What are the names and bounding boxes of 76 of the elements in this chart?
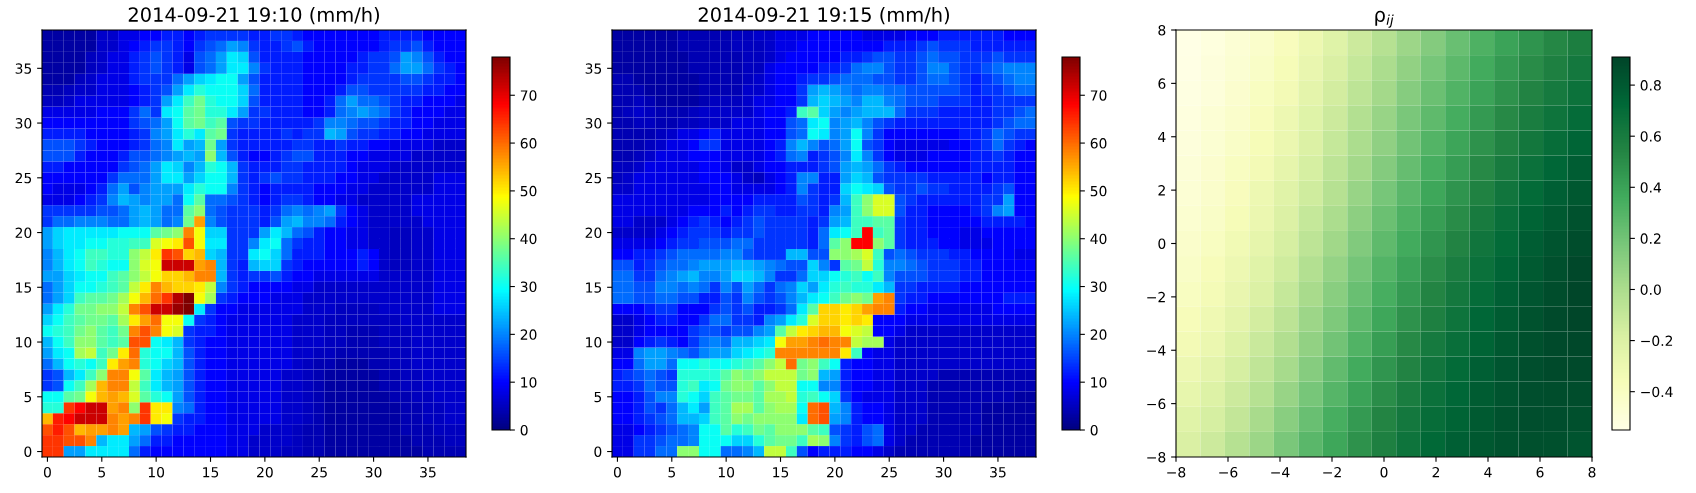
y-tick-label: 6 — [1158, 78, 1166, 89]
y-tick-label: 25 — [585, 172, 602, 184]
color-bar-label: −0.2 — [1641, 335, 1673, 347]
y-tick-label: 30 — [585, 118, 602, 129]
color-bar-label: 20 — [1090, 329, 1107, 340]
x-tick-label: 20 — [827, 466, 843, 478]
x-tick-label: 15 — [773, 467, 789, 478]
y-tick-label: 20 — [15, 227, 32, 239]
x-tick-label: 20 — [257, 466, 273, 478]
y-tick-label: −8 — [1147, 451, 1166, 463]
chart-title: 2014-09-21 19:10 (mm/h) — [128, 6, 379, 25]
color-bar-label: 30 — [1090, 281, 1107, 293]
y-tick-label: 20 — [585, 227, 602, 239]
y-tick-label: −6 — [1147, 398, 1166, 410]
color-bar-label: 70 — [520, 90, 537, 101]
y-tick-label: 0 — [1158, 238, 1166, 249]
color-bar-label: 0.6 — [1640, 131, 1661, 142]
chart-title: 2014-09-21 19:15 (mm/h) — [698, 6, 949, 25]
x-tick-label: 0 — [613, 466, 621, 478]
color-bar-label: 0.2 — [1640, 233, 1661, 244]
x-tick-label: 0 — [1380, 466, 1388, 478]
color-bar-label: 60 — [1090, 138, 1107, 149]
color-bar-label: 0.0 — [1640, 284, 1661, 295]
y-tick-label: 10 — [586, 337, 602, 348]
color-bar-label: −0.4 — [1641, 386, 1673, 398]
color-bar-label: 50 — [1090, 185, 1107, 197]
color-bar-label: 0 — [1090, 424, 1098, 436]
x-tick-label: 0 — [43, 466, 51, 478]
y-tick-label: 35 — [15, 63, 32, 74]
x-tick-label: 10 — [148, 466, 165, 478]
x-tick-label: 8 — [1588, 466, 1596, 478]
y-tick-label: 10 — [16, 337, 32, 348]
x-tick-label: 6 — [1536, 466, 1544, 478]
x-tick-label: 30 — [365, 466, 382, 478]
color-bar-label: 40 — [520, 233, 537, 245]
y-tick-label: −2 — [1147, 291, 1165, 303]
x-tick-label: 4 — [1484, 467, 1492, 478]
x-tick-label: −4 — [1271, 467, 1290, 478]
color-bar-label: 40 — [1090, 233, 1107, 245]
x-tick-label: 30 — [935, 466, 952, 478]
color-bar-label: 30 — [520, 281, 537, 293]
y-tick-label: 2 — [1158, 185, 1165, 196]
color-bar-label: 70 — [1090, 90, 1107, 101]
color-bar-label: 10 — [1091, 377, 1107, 388]
y-tick-label: 5 — [24, 391, 32, 403]
y-tick-label: 4 — [1158, 131, 1166, 143]
y-tick-label: 30 — [15, 118, 32, 129]
color-bar-label: 20 — [520, 329, 537, 340]
color-bar-label: 0 — [520, 424, 528, 436]
x-tick-label: 35 — [990, 466, 1006, 478]
y-tick-label: 25 — [15, 172, 32, 184]
color-bar-label: 50 — [520, 185, 537, 197]
x-tick-label: −6 — [1219, 466, 1238, 478]
y-tick-label: 15 — [586, 282, 602, 293]
x-tick-label: −2 — [1323, 466, 1341, 478]
chart-title: ρ$_{ij}$ — [1375, 10, 1394, 28]
color-bar-label: 60 — [520, 138, 537, 149]
x-tick-label: 25 — [881, 466, 897, 478]
x-tick-label: 15 — [203, 467, 219, 478]
x-tick-label: −8 — [1167, 466, 1186, 478]
x-tick-label: 10 — [718, 466, 735, 478]
y-tick-label: 15 — [16, 282, 32, 293]
x-tick-label: 25 — [311, 466, 327, 478]
color-bar-label: 0.8 — [1640, 80, 1661, 91]
y-tick-label: 5 — [594, 391, 602, 403]
x-tick-label: 35 — [420, 466, 436, 478]
y-tick-label: 0 — [594, 446, 602, 457]
x-tick-label: 2 — [1432, 466, 1440, 478]
color-bar-label: 10 — [521, 377, 537, 388]
y-tick-label: 35 — [585, 63, 602, 74]
color-bar-label: 0.4 — [1640, 182, 1662, 193]
x-tick-label: 5 — [668, 467, 675, 478]
x-tick-label: 5 — [98, 467, 105, 478]
y-tick-label: −4 — [1147, 345, 1166, 356]
y-tick-label: 0 — [24, 446, 32, 457]
y-tick-label: 8 — [1158, 24, 1166, 36]
